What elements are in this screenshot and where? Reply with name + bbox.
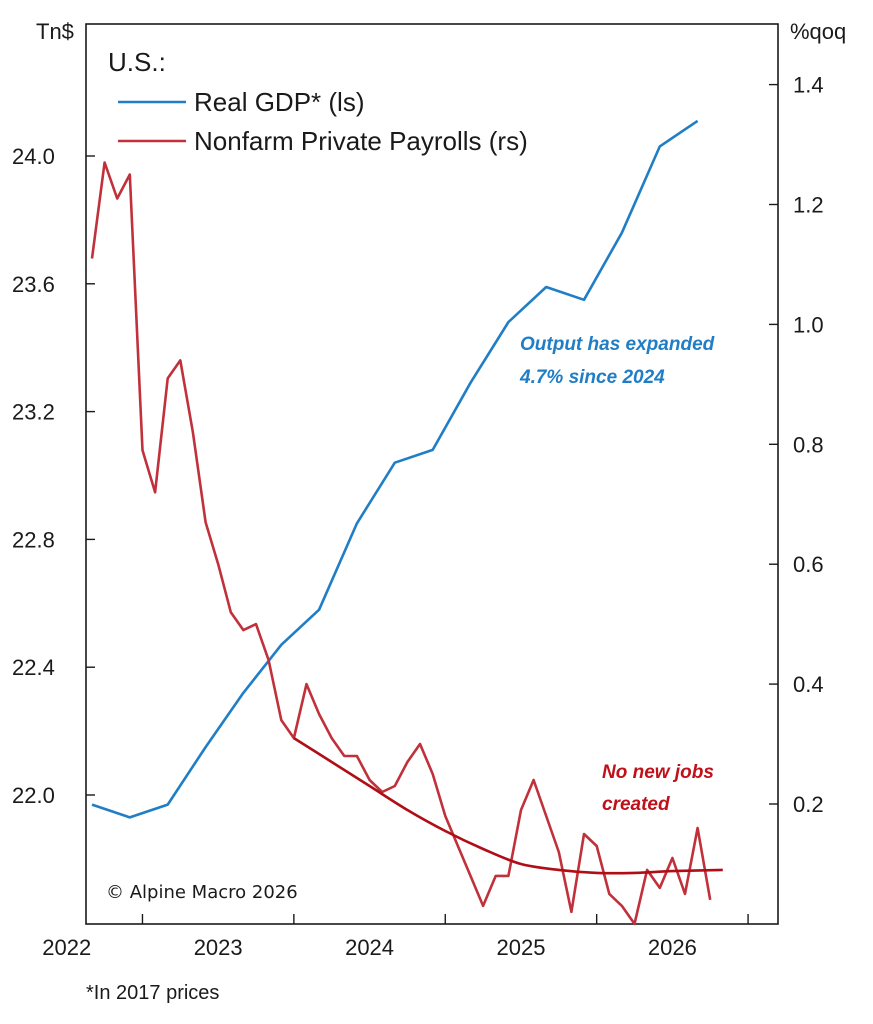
legend-heading: U.S.: <box>108 47 166 77</box>
real-gdp-line <box>91 119 699 819</box>
copyright: © Alpine Macro 2026 <box>106 882 298 903</box>
left-axis-unit: Tn$ <box>36 19 74 44</box>
left-tick-label: 22.4 <box>12 655 55 680</box>
right-axis-unit: %qoq <box>790 19 846 44</box>
right-tick-label: 1.2 <box>793 193 824 218</box>
x-tick-label: 2024 <box>345 935 394 960</box>
right-tick-label: 0.6 <box>793 552 824 577</box>
left-tick-label: 24.0 <box>12 144 55 169</box>
legend-label-gdp: Real GDP* (ls) <box>194 87 364 117</box>
x-tick-label: 2026 <box>648 935 697 960</box>
right-tick-label: 1.4 <box>793 73 824 98</box>
right-tick-label: 0.8 <box>793 432 824 457</box>
x-axis-ticks: 2022 2023 2024 2025 2026 <box>42 914 749 960</box>
annotation-jobs-line-2: created <box>602 794 670 815</box>
right-tick-label: 1.0 <box>793 312 824 337</box>
annotation-output-line-2: 4.7% since 2024 <box>519 367 665 388</box>
right-tick-label: 0.4 <box>793 672 824 697</box>
plot-frame <box>85 23 779 925</box>
x-tick-label: 2025 <box>496 935 545 960</box>
x-tick-label: 2022 <box>42 935 91 960</box>
annotation-jobs-line-1: No new jobs <box>602 762 714 783</box>
left-tick-label: 23.2 <box>12 400 55 425</box>
footnote: *In 2017 prices <box>86 982 219 1004</box>
series-lines <box>90 119 723 926</box>
left-axis: 22.0 22.4 22.8 23.2 23.6 24.0 <box>12 144 95 808</box>
annotation-output-line-1: Output has expanded <box>520 334 715 355</box>
legend: U.S.: Real GDP* (ls) Nonfarm Private Pay… <box>108 47 528 156</box>
x-tick-label: 2023 <box>194 935 243 960</box>
left-tick-label: 23.6 <box>12 272 55 297</box>
annotation-jobs: No new jobs created <box>602 762 714 815</box>
left-tick-label: 22.8 <box>12 527 55 552</box>
payrolls-trend-curve <box>293 737 723 875</box>
right-tick-label: 0.2 <box>793 792 824 817</box>
annotation-output: Output has expanded 4.7% since 2024 <box>519 334 715 388</box>
left-tick-label: 22.0 <box>12 783 55 808</box>
legend-label-payrolls: Nonfarm Private Payrolls (rs) <box>194 126 528 156</box>
right-axis: 0.2 0.4 0.6 0.8 1.0 1.2 1.4 <box>769 73 824 817</box>
payrolls-line <box>90 161 712 926</box>
